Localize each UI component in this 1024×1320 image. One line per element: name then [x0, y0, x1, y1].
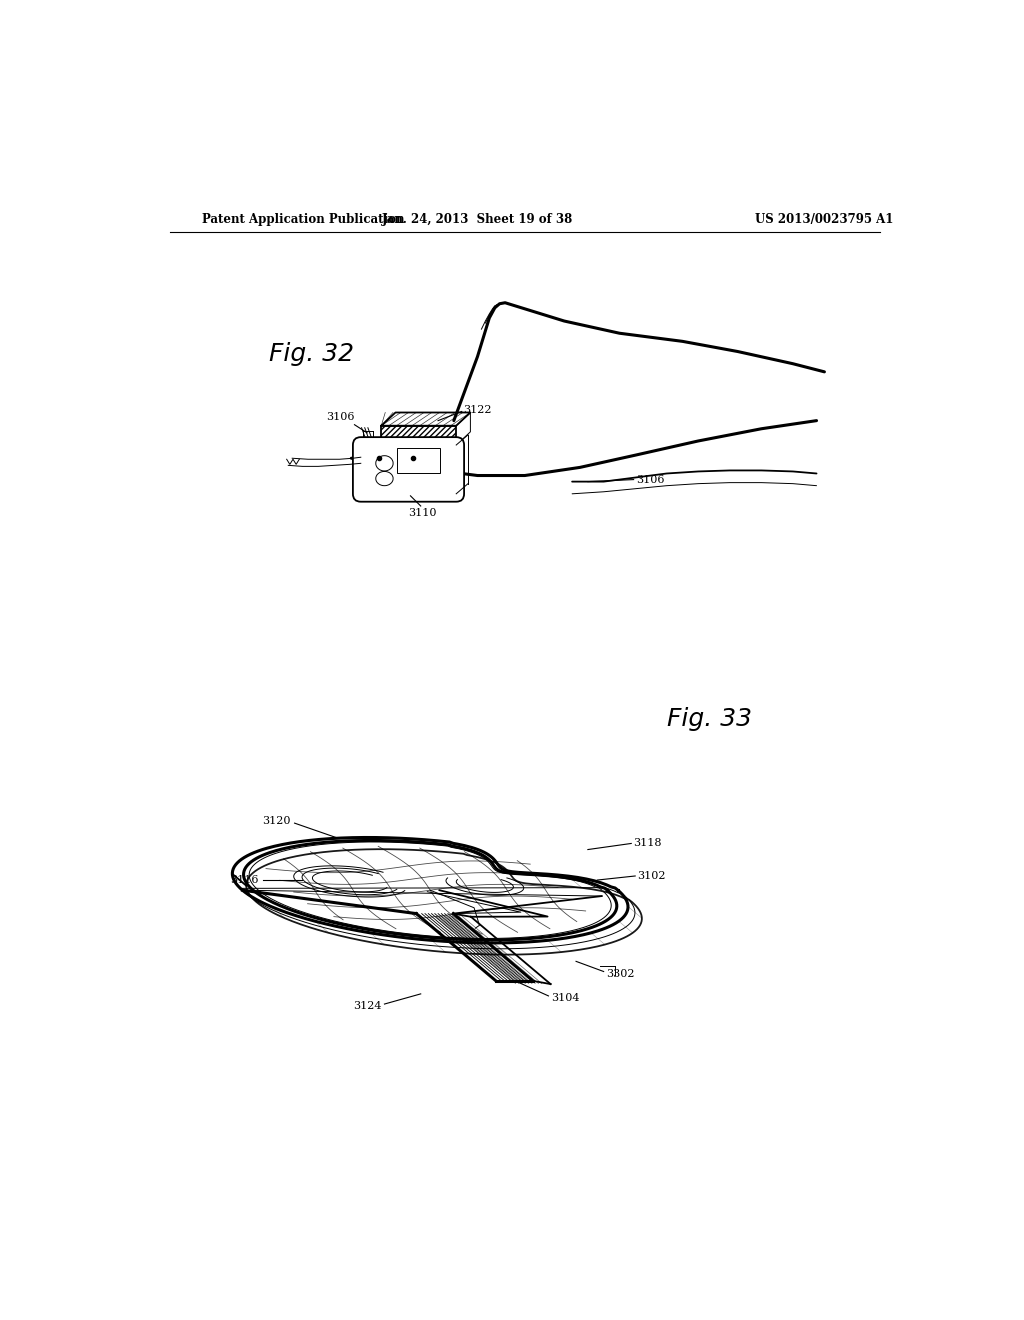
Text: 3124: 3124 [353, 1001, 381, 1011]
Text: Fig. 32: Fig. 32 [268, 342, 353, 366]
Text: US 2013/0023795 A1: US 2013/0023795 A1 [756, 213, 894, 226]
Text: 3302: 3302 [606, 969, 635, 978]
Text: Fig. 33: Fig. 33 [667, 708, 752, 731]
Text: 3102: 3102 [638, 871, 666, 880]
Text: 3110: 3110 [408, 508, 436, 517]
Text: Patent Application Publication: Patent Application Publication [202, 213, 404, 226]
Text: 3120: 3120 [262, 816, 291, 826]
Text: 3106: 3106 [636, 475, 665, 484]
Bar [381, 426, 457, 445]
Text: 3122: 3122 [463, 405, 492, 416]
Text: 3116: 3116 [230, 875, 259, 884]
Text: 3118: 3118 [634, 838, 663, 849]
FancyBboxPatch shape [353, 437, 464, 502]
Text: 3106: 3106 [326, 412, 354, 421]
Text: 3104: 3104 [551, 993, 580, 1003]
Text: Jan. 24, 2013  Sheet 19 of 38: Jan. 24, 2013 Sheet 19 of 38 [382, 213, 573, 226]
Bar [397, 447, 440, 474]
